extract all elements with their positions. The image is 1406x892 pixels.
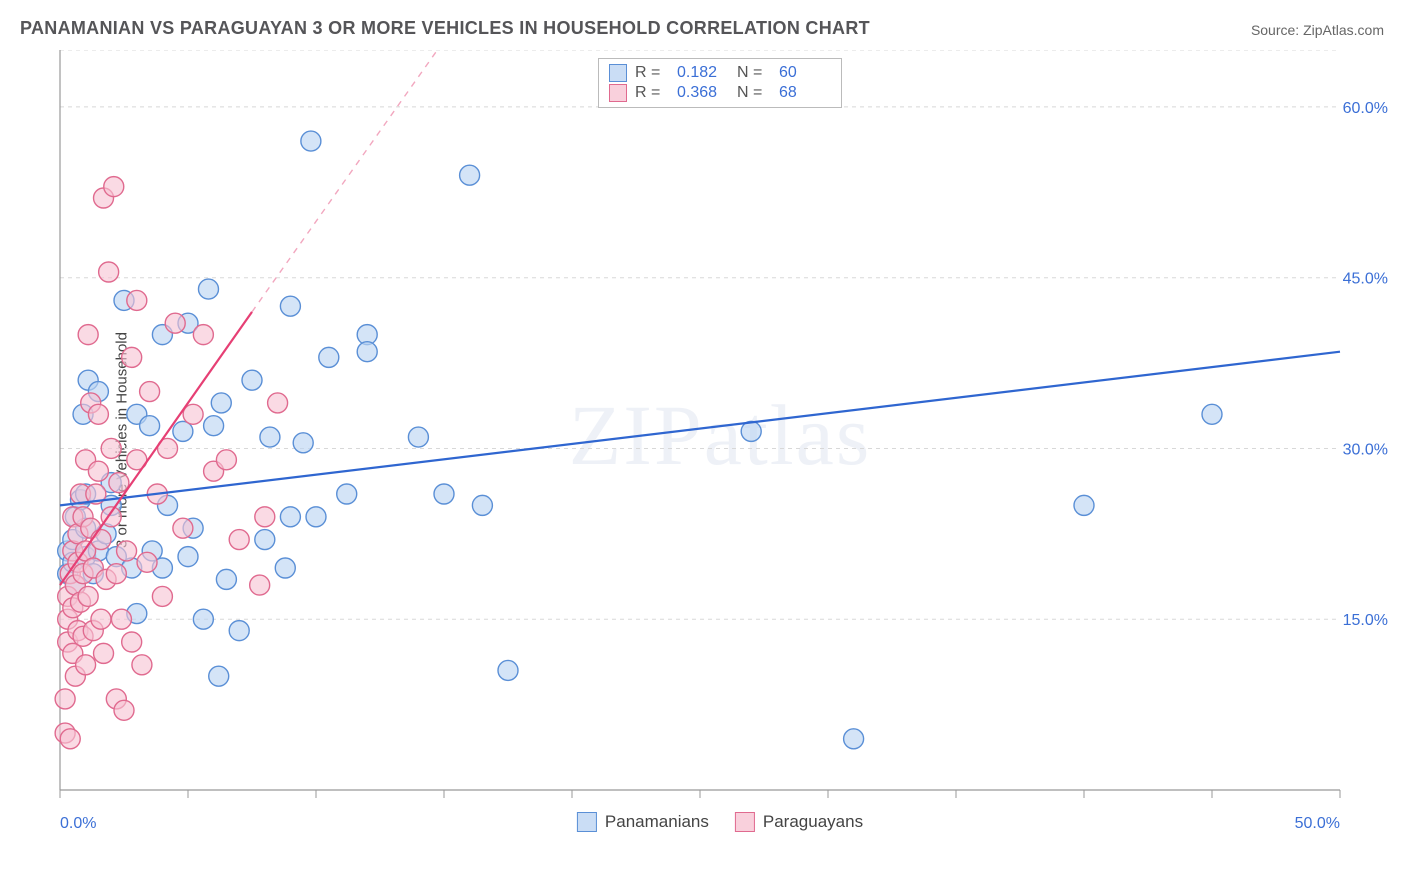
r-value-panamanians: 0.182: [677, 64, 729, 82]
legend-label-paraguayans: Paraguayans: [763, 812, 863, 832]
n-value-paraguayans: 68: [779, 84, 831, 102]
svg-text:60.0%: 60.0%: [1343, 100, 1388, 117]
legend-stats: R = 0.182 N = 60 R = 0.368 N = 68: [598, 58, 842, 108]
legend-stats-row-paraguayans: R = 0.368 N = 68: [609, 83, 831, 103]
source-attribution: Source: ZipAtlas.com: [1251, 22, 1384, 38]
legend-label-panamanians: Panamanians: [605, 812, 709, 832]
n-label: N =: [737, 84, 771, 102]
chart-container: PANAMANIAN VS PARAGUAYAN 3 OR MORE VEHIC…: [0, 0, 1406, 892]
legend-item-panamanians: Panamanians: [577, 812, 709, 832]
n-label: N =: [737, 64, 771, 82]
scatter-chart-svg: 0.0% 50.0% 15.0% 30.0% 45.0% 60.0%: [50, 50, 1390, 840]
legend-series: Panamanians Paraguayans: [577, 812, 863, 832]
plot-area: 3 or more Vehicles in Household ZIPatlas…: [50, 50, 1390, 830]
r-value-paraguayans: 0.368: [677, 84, 729, 102]
r-label: R =: [635, 84, 669, 102]
svg-text:15.0%: 15.0%: [1343, 612, 1388, 629]
legend-stats-row-panamanians: R = 0.182 N = 60: [609, 63, 831, 83]
svg-text:45.0%: 45.0%: [1343, 271, 1388, 288]
legend-swatch-pink: [609, 84, 627, 102]
svg-text:30.0%: 30.0%: [1343, 441, 1388, 458]
legend-swatch-blue: [609, 64, 627, 82]
n-value-panamanians: 60: [779, 64, 831, 82]
legend-item-paraguayans: Paraguayans: [735, 812, 863, 832]
legend-swatch-blue: [577, 812, 597, 832]
chart-title: PANAMANIAN VS PARAGUAYAN 3 OR MORE VEHIC…: [20, 18, 870, 39]
svg-text:0.0%: 0.0%: [60, 815, 96, 832]
svg-text:50.0%: 50.0%: [1295, 815, 1340, 832]
legend-swatch-pink: [735, 812, 755, 832]
r-label: R =: [635, 64, 669, 82]
